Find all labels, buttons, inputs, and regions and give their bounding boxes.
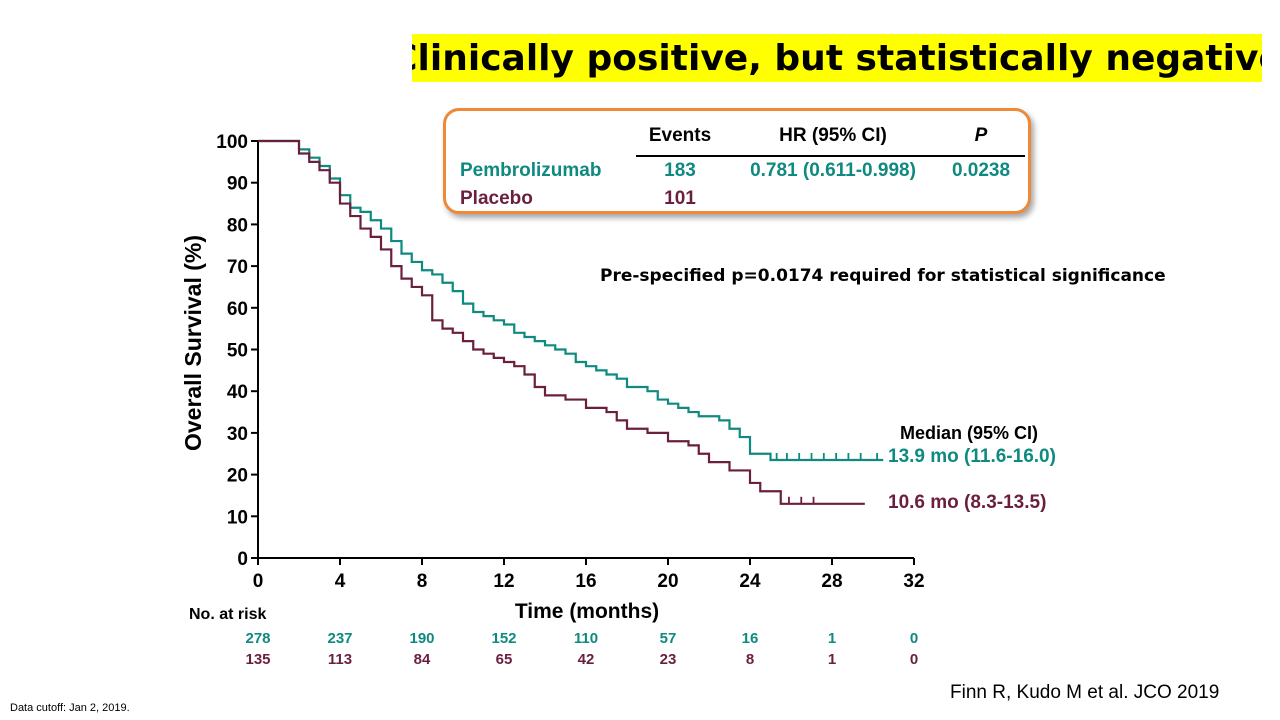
risk-count-pembrolizumab: 0 [910,630,918,647]
risk-count-placebo: 23 [660,651,677,668]
stats-table: Events HR (95% CI) P Pembrolizumab 183 0… [443,108,1031,214]
slide-title: Clinically positive, but statistically n… [412,34,1262,82]
risk-count-placebo: 65 [496,651,513,668]
x-tick-label: 20 [657,571,678,592]
row-pembrolizumab-p: 0.0238 [951,160,1011,181]
y-tick-label: 60 [227,299,248,320]
y-tick-label: 20 [227,466,248,487]
risk-count-pembrolizumab: 152 [491,630,516,647]
row-placebo-name: Placebo [460,188,533,209]
risk-count-pembrolizumab: 278 [245,630,270,647]
y-tick-label: 80 [227,215,248,236]
x-axis-label: Time (months) [515,600,659,623]
risk-count-placebo: 0 [910,651,918,668]
median-pembrolizumab: 13.9 mo (11.6-16.0) [888,446,1056,467]
y-axis-label: Overall Survival (%) [180,235,206,451]
table-rule [636,155,1025,157]
x-tick-label: 4 [335,571,346,592]
risk-count-placebo: 113 [328,651,352,668]
x-tick-label: 16 [575,571,596,592]
events-header: Events [648,125,712,146]
citation: Finn R, Kudo M et al. JCO 2019 [950,682,1220,703]
risk-count-pembrolizumab: 110 [574,630,598,647]
risk-count-placebo: 135 [245,651,270,668]
y-tick-label: 0 [237,549,248,570]
median-placebo: 10.6 mo (8.3-13.5) [888,492,1047,513]
risk-count-pembrolizumab: 57 [660,630,677,647]
km-curve-placebo [258,139,865,505]
risk-count-pembrolizumab: 237 [327,630,352,647]
risk-table-label: No. at risk [189,606,267,623]
row-placebo-events: 101 [664,188,696,209]
y-tick-label: 30 [227,424,248,445]
risk-count-pembrolizumab: 16 [742,630,759,647]
y-tick-label: 10 [227,507,248,528]
x-tick-label: 0 [253,571,264,592]
x-tick-label: 12 [493,571,514,592]
x-tick-label: 8 [417,571,428,592]
hr-header: HR (95% CI) [779,125,887,146]
row-pembrolizumab-name: Pembrolizumab [460,160,602,181]
y-tick-label: 100 [216,132,248,153]
row-pembrolizumab-hr: 0.781 (0.611-0.998) [750,160,916,181]
risk-count-pembrolizumab: 1 [828,630,836,647]
risk-count-placebo: 1 [828,651,836,668]
y-tick-label: 40 [227,382,248,403]
risk-count-placebo: 8 [746,651,754,668]
y-tick-label: 90 [227,174,248,195]
x-tick-label: 28 [821,571,842,592]
significance-note: Pre-specified p=0.0174 required for stat… [600,266,1166,286]
row-pembrolizumab-events: 183 [664,160,696,181]
y-tick-label: 50 [227,341,248,362]
risk-count-placebo: 84 [414,651,431,668]
y-tick-label: 70 [227,257,248,278]
p-header: P [974,125,988,146]
risk-count-placebo: 42 [578,651,595,668]
x-tick-label: 32 [903,571,924,592]
median-label: Median (95% CI) [900,423,1039,443]
footnote: Data cutoff: Jan 2, 2019. [10,702,130,714]
risk-count-pembrolizumab: 190 [409,630,434,647]
km-curve-pembrolizumab [258,139,884,462]
x-tick-label: 24 [739,571,761,592]
